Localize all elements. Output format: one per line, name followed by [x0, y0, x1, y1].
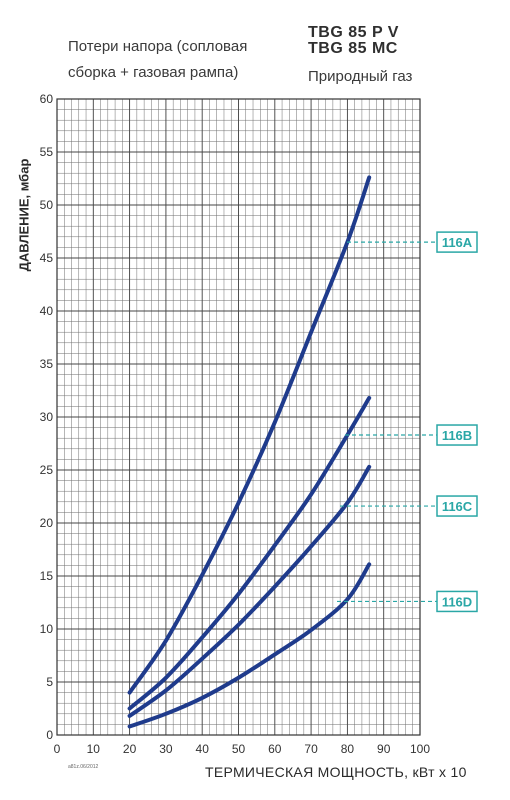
series-label-box-116d — [436, 590, 478, 613]
y-tick-label: 60 — [40, 92, 54, 106]
subtitle-line-1: Потери напора (сопловая — [68, 38, 248, 55]
y-tick-label: 35 — [40, 357, 54, 371]
y-tick-label: 10 — [40, 622, 54, 636]
model-name-2: TBG 85 MC — [308, 40, 398, 57]
series-label-box-116b — [436, 424, 478, 446]
fuel-type: Природный газ — [308, 68, 413, 85]
y-tick-label: 45 — [40, 251, 54, 265]
series-line-116b — [127, 395, 372, 711]
y-tick-label: 20 — [40, 516, 54, 530]
chart-subtitle: Потери напора (сопловая сборка + газовая… — [68, 34, 247, 86]
series-label-116c: 116C — [442, 499, 473, 514]
series-line-116c — [127, 464, 372, 718]
x-tick-label: 100 — [410, 742, 430, 756]
x-tick-label: 60 — [268, 742, 282, 756]
x-tick-labels: 0 10 20 30 40 50 60 70 80 90 100 — [54, 742, 431, 756]
series-label-116a: 116A — [442, 235, 473, 250]
x-tick-label: 30 — [159, 742, 173, 756]
x-tick-label: 20 — [123, 742, 137, 756]
x-axis-label: ТЕРМИЧЕСКАЯ МОЩНОСТЬ, кВт х 10 — [205, 764, 467, 780]
y-tick-label: 30 — [40, 410, 54, 424]
plot-frame — [56, 98, 421, 736]
y-tick-label: 25 — [40, 463, 54, 477]
x-tick-label: 0 — [54, 742, 61, 756]
series-callouts: 116A 116B 116C 116D — [337, 231, 478, 613]
y-tick-label: 50 — [40, 198, 54, 212]
y-tick-label: 5 — [46, 675, 53, 689]
model-name-1: TBG 85 P V — [308, 24, 399, 41]
y-tick-labels: 0 5 10 15 20 25 30 35 40 45 50 55 60 — [40, 92, 54, 742]
subtitle-line-2: сборка + газовая рампа) — [68, 64, 239, 81]
series-curves — [127, 175, 372, 729]
y-tick-label: 15 — [40, 569, 54, 583]
y-tick-label: 55 — [40, 145, 54, 159]
series-line-116a — [127, 175, 372, 695]
series-label-116b: 116B — [442, 428, 472, 443]
series-line-116d — [127, 562, 372, 729]
document-code: a81z.06/2012 — [68, 764, 99, 770]
series-label-box-116a — [436, 231, 478, 253]
x-tick-label: 10 — [87, 742, 101, 756]
x-tick-label: 70 — [304, 742, 318, 756]
y-tick-label: 0 — [46, 728, 53, 742]
x-tick-label: 50 — [232, 742, 246, 756]
series-label-116d: 116D — [442, 594, 472, 609]
x-tick-label: 40 — [196, 742, 210, 756]
y-tick-label: 40 — [40, 304, 54, 318]
x-tick-label: 90 — [377, 742, 391, 756]
series-label-box-116c — [436, 495, 478, 517]
grid-major — [56, 98, 421, 736]
x-tick-label: 80 — [341, 742, 355, 756]
